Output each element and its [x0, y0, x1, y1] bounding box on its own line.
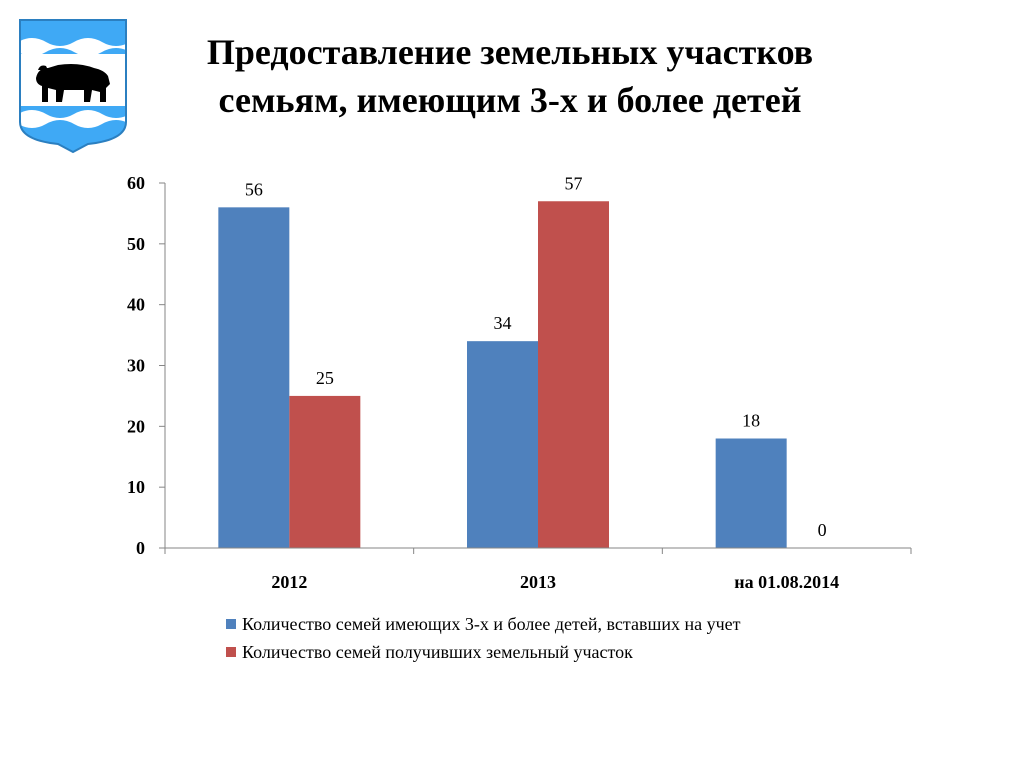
y-tick-label-0: 0: [136, 538, 145, 558]
bar-registered-1: [467, 341, 538, 548]
bar-registered-2: [715, 438, 787, 548]
legend-swatch-red: [226, 647, 236, 657]
chart-legend: Количество семей имеющих 3-х и более дет…: [226, 610, 741, 666]
bar-received-1: [538, 201, 609, 548]
data-label-received-2: 0: [818, 520, 827, 540]
y-tick-label-60: 60: [127, 173, 145, 193]
title-line-1: Предоставление земельных участков: [206, 32, 814, 72]
data-label-registered-2: 18: [742, 411, 760, 431]
bar-received-0: [289, 395, 361, 548]
title-line-2: семьям, имеющим 3-х и более детей: [218, 80, 802, 120]
y-tick-label-50: 50: [127, 234, 145, 254]
x-tick-label-1: 2013: [520, 572, 556, 592]
legend-item-received: Количество семей получивших земельный уч…: [226, 638, 741, 666]
y-tick-label-40: 40: [127, 295, 145, 315]
x-tick-label-2: на 01.08.2014: [734, 572, 839, 592]
y-tick-label-30: 30: [127, 356, 145, 376]
y-tick-label-20: 20: [127, 416, 145, 436]
page-title: Предоставление земельных участков семьям…: [150, 28, 870, 124]
data-label-received-0: 25: [316, 368, 334, 388]
legend-label-received: Количество семей получивших земельный уч…: [242, 641, 633, 662]
data-label-registered-0: 56: [245, 179, 263, 199]
x-tick-label-0: 2012: [271, 572, 307, 592]
coat-of-arms-icon: [19, 19, 127, 154]
y-tick-label-10: 10: [127, 477, 145, 497]
legend-swatch-blue: [226, 619, 236, 629]
legend-item-registered: Количество семей имеющих 3-х и более дет…: [226, 610, 741, 638]
legend-label-registered: Количество семей имеющих 3-х и более дет…: [242, 613, 741, 634]
data-label-received-1: 57: [565, 173, 583, 193]
bar-registered-0: [218, 207, 290, 549]
data-label-registered-1: 34: [494, 313, 512, 333]
